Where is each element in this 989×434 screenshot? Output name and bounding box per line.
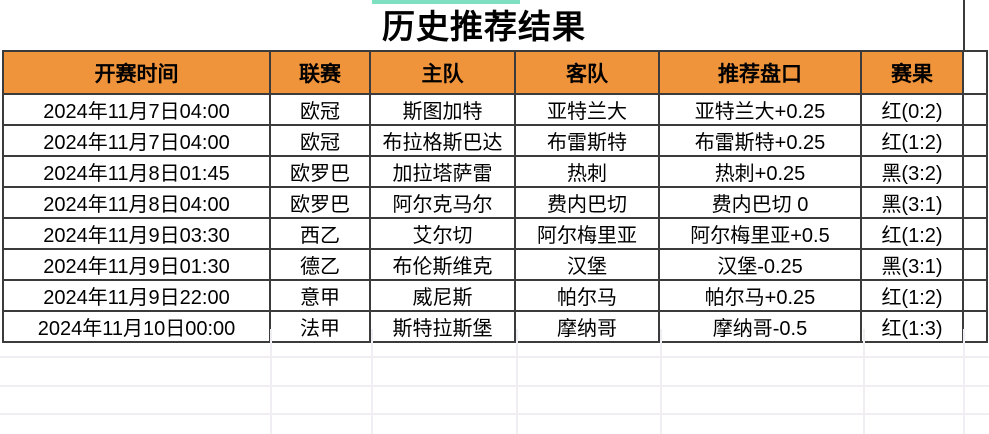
page-title: 历史推荐结果 — [382, 8, 586, 45]
table-row: 2024年11月10日00:00 法甲 斯特拉斯堡 摩纳哥 摩纳哥-0.5 红(… — [2, 310, 988, 343]
faint-gridline-vertical — [516, 329, 518, 434]
cell-time[interactable]: 2024年11月8日04:00 — [2, 186, 271, 219]
table-row: 2024年11月7日04:00 欧冠 布拉格斯巴达 布雷斯特 布雷斯特+0.25… — [2, 124, 988, 157]
cell-result[interactable]: 黑(3:1) — [860, 186, 964, 219]
cell-handicap[interactable]: 热刺+0.25 — [658, 155, 862, 188]
cell-empty[interactable] — [962, 279, 988, 312]
col-header-league[interactable]: 联赛 — [269, 50, 371, 95]
cell-away-team[interactable]: 费内巴切 — [514, 186, 660, 219]
cell-league[interactable]: 德乙 — [269, 248, 371, 281]
cell-handicap[interactable]: 布雷斯特+0.25 — [658, 124, 862, 157]
cell-empty[interactable] — [962, 155, 988, 188]
faint-gridline-horizontal — [0, 356, 989, 358]
table-row: 2024年11月8日04:00 欧罗巴 阿尔克马尔 费内巴切 费内巴切 0 黑(… — [2, 186, 988, 219]
cell-result[interactable]: 红(1:3) — [860, 310, 964, 343]
results-table: 开赛时间 联赛 主队 客队 推荐盘口 赛果 2024年11月7日04:00 欧冠… — [2, 50, 988, 343]
cell-time[interactable]: 2024年11月7日04:00 — [2, 93, 271, 126]
cell-handicap[interactable]: 汉堡-0.25 — [658, 248, 862, 281]
cell-home-team[interactable]: 斯特拉斯堡 — [369, 310, 516, 343]
cell-away-team[interactable]: 亚特兰大 — [514, 93, 660, 126]
cell-home-team[interactable]: 威尼斯 — [369, 279, 516, 312]
cell-home-team[interactable]: 斯图加特 — [369, 93, 516, 126]
col-header-start-time[interactable]: 开赛时间 — [2, 50, 271, 95]
cell-handicap[interactable]: 阿尔梅里亚+0.5 — [658, 217, 862, 250]
faint-gridline-vertical — [660, 329, 662, 434]
cell-empty[interactable] — [962, 310, 988, 343]
col-header-handicap[interactable]: 推荐盘口 — [658, 50, 862, 95]
faint-gridline-vertical — [963, 329, 965, 434]
col-header-away-team[interactable]: 客队 — [514, 50, 660, 95]
cell-result[interactable]: 红(1:2) — [860, 279, 964, 312]
cell-away-team[interactable]: 汉堡 — [514, 248, 660, 281]
header-empty-cell[interactable] — [962, 50, 988, 95]
faint-gridline-vertical — [270, 329, 272, 434]
col-header-home-team[interactable]: 主队 — [369, 50, 516, 95]
cell-home-team[interactable]: 加拉塔萨雷 — [369, 155, 516, 188]
cell-league[interactable]: 西乙 — [269, 217, 371, 250]
table-row: 2024年11月8日01:45 欧罗巴 加拉塔萨雷 热刺 热刺+0.25 黑(3… — [2, 155, 988, 188]
cell-result[interactable]: 黑(3:2) — [860, 155, 964, 188]
cell-away-team[interactable]: 布雷斯特 — [514, 124, 660, 157]
cell-result[interactable]: 红(1:2) — [860, 217, 964, 250]
cell-away-team[interactable]: 热刺 — [514, 155, 660, 188]
table-row: 2024年11月9日22:00 意甲 威尼斯 帕尔马 帕尔马+0.25 红(1:… — [2, 279, 988, 312]
cell-league[interactable]: 意甲 — [269, 279, 371, 312]
cell-empty[interactable] — [962, 124, 988, 157]
table-row: 2024年11月9日03:30 西乙 艾尔切 阿尔梅里亚 阿尔梅里亚+0.5 红… — [2, 217, 988, 250]
table-row: 2024年11月9日01:30 德乙 布伦斯维克 汉堡 汉堡-0.25 黑(3:… — [2, 248, 988, 281]
cell-empty[interactable] — [962, 217, 988, 250]
cell-result[interactable]: 红(0:2) — [860, 93, 964, 126]
header-row: 开赛时间 联赛 主队 客队 推荐盘口 赛果 — [2, 50, 988, 95]
cell-home-team[interactable]: 阿尔克马尔 — [369, 186, 516, 219]
faint-gridline-vertical — [371, 329, 373, 434]
cell-home-team[interactable]: 艾尔切 — [369, 217, 516, 250]
cell-time[interactable]: 2024年11月7日04:00 — [2, 124, 271, 157]
cell-league[interactable]: 法甲 — [269, 310, 371, 343]
cell-away-team[interactable]: 帕尔马 — [514, 279, 660, 312]
cell-league[interactable]: 欧罗巴 — [269, 155, 371, 188]
cell-home-team[interactable]: 布拉格斯巴达 — [369, 124, 516, 157]
faint-gridline-vertical — [863, 329, 865, 434]
cell-empty[interactable] — [962, 186, 988, 219]
cell-result[interactable]: 黑(3:1) — [860, 248, 964, 281]
cell-empty[interactable] — [962, 248, 988, 281]
cell-empty[interactable] — [962, 93, 988, 126]
cell-time[interactable]: 2024年11月10日00:00 — [2, 310, 271, 343]
cell-home-team[interactable]: 布伦斯维克 — [369, 248, 516, 281]
cell-time[interactable]: 2024年11月8日01:45 — [2, 155, 271, 188]
cell-handicap[interactable]: 亚特兰大+0.25 — [658, 93, 862, 126]
cell-league[interactable]: 欧罗巴 — [269, 186, 371, 219]
cell-time[interactable]: 2024年11月9日03:30 — [2, 217, 271, 250]
cell-result[interactable]: 红(1:2) — [860, 124, 964, 157]
cell-time[interactable]: 2024年11月9日22:00 — [2, 279, 271, 312]
cell-time[interactable]: 2024年11月9日01:30 — [2, 248, 271, 281]
cell-away-team[interactable]: 摩纳哥 — [514, 310, 660, 343]
cell-handicap[interactable]: 费内巴切 0 — [658, 186, 862, 219]
cell-handicap[interactable]: 帕尔马+0.25 — [658, 279, 862, 312]
table-row: 2024年11月7日04:00 欧冠 斯图加特 亚特兰大 亚特兰大+0.25 红… — [2, 93, 988, 126]
col-header-result[interactable]: 赛果 — [860, 50, 964, 95]
cell-league[interactable]: 欧冠 — [269, 124, 371, 157]
faint-gridline-horizontal — [0, 413, 989, 415]
selection-strip — [372, 0, 520, 4]
cell-away-team[interactable]: 阿尔梅里亚 — [514, 217, 660, 250]
cell-league[interactable]: 欧冠 — [269, 93, 371, 126]
faint-gridline-horizontal — [0, 385, 989, 387]
table-right-border-extension — [963, 0, 965, 52]
cell-handicap[interactable]: 摩纳哥-0.5 — [658, 310, 862, 343]
